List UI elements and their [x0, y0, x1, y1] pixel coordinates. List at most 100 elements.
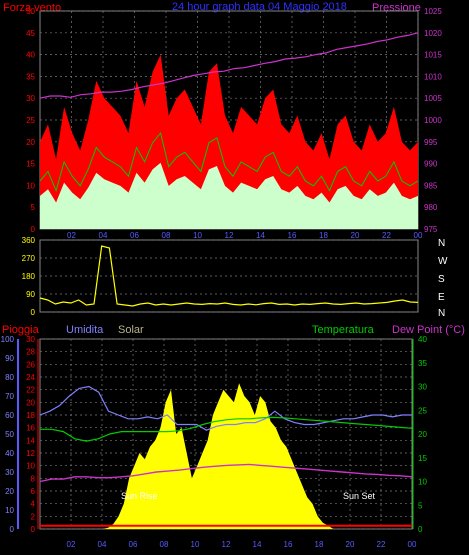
wind-tick-label: 30	[26, 94, 35, 103]
temperature-tick-label: 30	[418, 383, 427, 392]
humidity-axis-title: Umidita	[66, 324, 104, 336]
humidity-tick-label: 100	[1, 335, 15, 344]
humidity-tick-label: 60	[5, 411, 14, 420]
rain-tick-label: 2	[31, 512, 36, 521]
wind-average-line	[39, 132, 419, 193]
sunrise-label: Sun Rise	[121, 491, 158, 501]
rain-tick-label: 22	[26, 386, 35, 395]
direction-series	[39, 245, 419, 307]
wind-tick-label: 15	[26, 160, 35, 169]
pressure-tick-label: 1005	[424, 94, 442, 103]
wind-tick-label: 25	[26, 116, 35, 125]
environment-time-tick: 16	[284, 540, 293, 549]
wind-tick-label: 50	[26, 7, 35, 16]
direction-axis-ticks: 0 90 180 270 360	[22, 236, 36, 317]
direction-tick-label: 360	[22, 236, 36, 245]
humidity-tick-label: 70	[5, 392, 14, 401]
rain-tick-label: 8	[31, 474, 36, 483]
pressure-tick-label: 990	[424, 160, 438, 169]
rain-tick-label: 18	[26, 411, 35, 420]
solar-area	[40, 383, 412, 529]
temperature-tick-label: 40	[418, 335, 427, 344]
pressure-tick-label: 1000	[424, 116, 442, 125]
direction-tick-label: 0	[31, 308, 36, 317]
wind-time-ticks: 02 04 06 08 10 12 14 16 18 20 22 00	[67, 231, 423, 240]
wind-tick-label: 20	[26, 138, 35, 147]
rain-tick-label: 4	[31, 500, 36, 509]
humidity-tick-label: 20	[5, 487, 14, 496]
rain-tick-label: 6	[31, 487, 36, 496]
rain-tick-label: 26	[26, 360, 35, 369]
wind-time-tick: 22	[382, 231, 391, 240]
rain-tick-label: 12	[26, 449, 35, 458]
environment-time-tick: 22	[377, 540, 386, 549]
direction-tick-label: 90	[26, 290, 35, 299]
direction-grid	[40, 239, 418, 313]
temperature-tick-label: 20	[418, 430, 427, 439]
temperature-tick-label: 25	[418, 406, 427, 415]
rain-tick-label: 14	[26, 436, 35, 445]
wind-time-tick: 08	[162, 231, 171, 240]
compass-label: N	[438, 238, 445, 249]
humidity-line	[39, 385, 412, 431]
environment-time-tick: 10	[191, 540, 200, 549]
wind-tick-label: 35	[26, 72, 35, 81]
temperature-tick-label: 35	[418, 359, 427, 368]
rain-tick-label: 28	[26, 348, 35, 357]
rain-tick-label: 30	[26, 335, 35, 344]
compass-label: E	[438, 292, 445, 303]
solar-axis-title: Solar	[118, 324, 144, 336]
humidity-tick-label: 50	[5, 430, 14, 439]
wind-time-tick: 00	[414, 231, 423, 240]
rain-tick-label: 10	[26, 462, 35, 471]
rain-tick-label: 0	[31, 525, 36, 534]
humidity-tick-label: 80	[5, 373, 14, 382]
humidity-tick-label: 30	[5, 468, 14, 477]
wind-time-tick: 18	[319, 231, 328, 240]
pressure-tick-label: 985	[424, 181, 438, 190]
pressure-tick-label: 980	[424, 203, 438, 212]
pressure-tick-label: 975	[424, 225, 438, 234]
wind-axis-ticks: 0 5 10 15 20 25 30 35 40 45 50	[26, 7, 35, 234]
temperature-tick-label: 10	[418, 478, 427, 487]
wind-tick-label: 45	[26, 29, 35, 38]
pressure-tick-label: 1015	[424, 51, 442, 60]
humidity-tick-label: 0	[10, 525, 15, 534]
sunset-label: Sun Set	[343, 491, 376, 501]
temperature-tick-label: 0	[418, 525, 423, 534]
humidity-axis-ticks: 0 10 20 30 40 50 60 70 80 90 100	[1, 335, 15, 534]
humidity-tick-label: 40	[5, 449, 14, 458]
rain-tick-label: 16	[26, 424, 35, 433]
compass-label: S	[438, 274, 445, 285]
wind-series	[39, 32, 419, 229]
wind-time-tick: 16	[288, 231, 297, 240]
pressure-tick-label: 1020	[424, 29, 442, 38]
direction-tick-label: 270	[22, 254, 36, 263]
environment-series	[39, 383, 413, 529]
wind-tick-label: 40	[26, 51, 35, 60]
humidity-tick-label: 10	[5, 506, 14, 515]
wind-tick-label: 10	[26, 181, 35, 190]
wind-time-tick: 06	[130, 231, 139, 240]
wind-tick-label: 5	[31, 203, 36, 212]
environment-time-tick: 06	[129, 540, 138, 549]
environment-time-tick: 02	[67, 540, 76, 549]
temperature-tick-label: 15	[418, 454, 427, 463]
pressure-axis-ticks: 975 980 985 990 995 1000 1005 1010 1015 1020 1025	[424, 7, 442, 234]
wind-time-tick: 04	[99, 231, 108, 240]
direction-tick-label: 180	[22, 272, 36, 281]
wind-time-tick: 02	[67, 231, 76, 240]
pressure-line	[39, 32, 419, 99]
pressure-tick-label: 995	[424, 138, 438, 147]
pressure-tick-label: 1010	[424, 72, 442, 81]
environment-time-tick: 08	[160, 540, 169, 549]
wind-speed-area	[40, 162, 418, 229]
compass-label: N	[438, 308, 445, 319]
wind-tick-label: 0	[31, 225, 36, 234]
wind-time-tick: 10	[193, 231, 202, 240]
environment-time-tick: 20	[346, 540, 355, 549]
